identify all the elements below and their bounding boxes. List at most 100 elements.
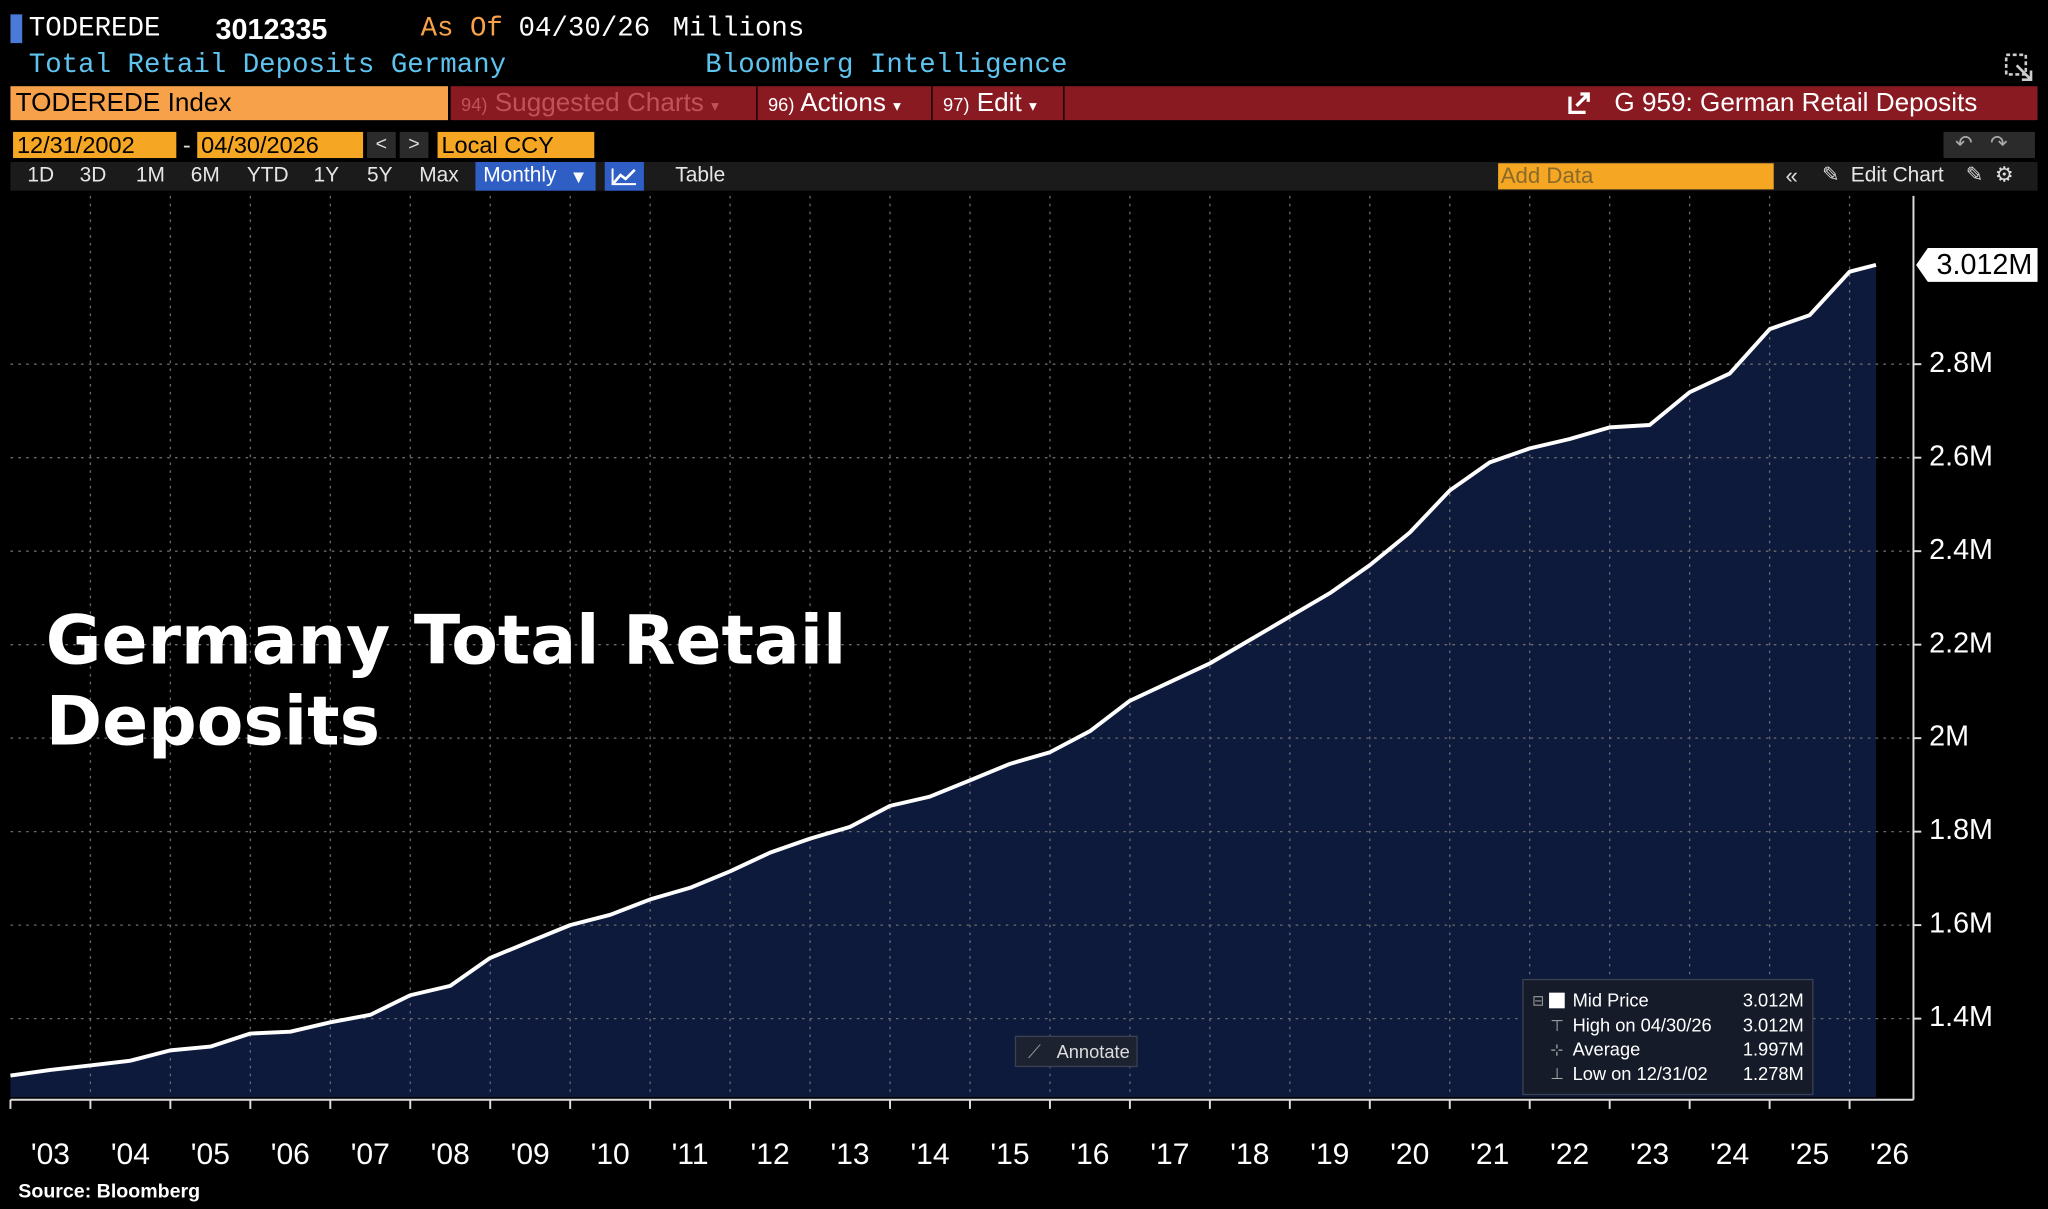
menu-bar (450, 86, 2038, 121)
legend-stat-value: 1.997M (1743, 1039, 1804, 1060)
legend-name: Mid Price (1573, 990, 1649, 1011)
chart-mode-icon[interactable] (604, 161, 644, 191)
frequency-arrow[interactable]: ▼ (569, 165, 588, 187)
period-button[interactable]: 5Y (367, 164, 393, 187)
period-button[interactable]: Max (419, 164, 459, 187)
settings-icons[interactable]: ✎ ⚙ (1965, 164, 2014, 187)
header-value: 3012335 (215, 13, 328, 46)
x-tick-label: '10 (591, 1138, 630, 1171)
y-tick-label: 2M (1929, 721, 1969, 753)
y-tick-label: 2.8M (1929, 347, 1993, 379)
frequency[interactable]: Monthly (483, 164, 557, 187)
last-value-box (1916, 247, 2038, 282)
line (10, 262, 1877, 1078)
popout-icon[interactable] (2004, 52, 2035, 83)
edit-chart[interactable]: Edit Chart (1850, 164, 1944, 187)
legend-value: 3.012M (1743, 990, 1804, 1011)
x-tick-label: '03 (31, 1138, 70, 1171)
x-tick-label: '04 (111, 1138, 150, 1171)
security-box[interactable] (10, 86, 448, 121)
table-button[interactable]: Table (675, 164, 726, 187)
x-tick-label: '23 (1630, 1138, 1669, 1171)
x-tick-label: '14 (910, 1138, 949, 1171)
x-tick-label: '16 (1070, 1138, 1109, 1171)
currency[interactable]: Local CCY (437, 131, 595, 159)
x-tick-label: '26 (1870, 1138, 1909, 1171)
link-icon[interactable] (1565, 89, 1594, 118)
menu-label: Actions (800, 88, 886, 118)
chart-link[interactable]: G 959: German Retail Deposits (1614, 88, 1978, 118)
date-dash: - (182, 131, 191, 159)
menu-suggested-charts[interactable]: 94) Suggested Charts ▾ (451, 86, 758, 121)
y-tick-label: 2.6M (1929, 440, 1993, 472)
x-tick-label: '19 (1310, 1138, 1349, 1171)
legend-icon: ⊟ (1532, 994, 1544, 1010)
prev-button[interactable]: < (367, 131, 396, 159)
start-date[interactable]: 12/31/2002 (13, 131, 177, 159)
edit-chart-icon[interactable]: ✎ (1822, 164, 1840, 187)
menu-code: 97) (943, 94, 970, 115)
ticker: TODEREDE (28, 14, 161, 45)
x-tick-label: '11 (672, 1138, 709, 1171)
legend-icon: ⊥ (1550, 1066, 1564, 1083)
end-date[interactable]: 04/30/2026 (197, 131, 364, 159)
y-tick-label: 1.8M (1929, 814, 1993, 846)
x-tick-label: '13 (830, 1138, 869, 1171)
menu-actions[interactable]: 96) Actions ▾ (758, 86, 933, 121)
period-button[interactable]: 1D (27, 164, 55, 187)
legend-stat-value: 3.012M (1743, 1014, 1804, 1035)
last-value-label: 3.012M (1937, 249, 2033, 281)
period-button[interactable]: 1M (135, 164, 165, 187)
x-tick-label: '17 (1150, 1138, 1189, 1171)
legend-stat-name: Low on 12/31/02 (1573, 1063, 1708, 1084)
menu-label: Edit (976, 88, 1022, 118)
x-tick-label: '09 (511, 1138, 550, 1171)
source: Source: Bloomberg (18, 1180, 201, 1203)
x-tick-label: '06 (271, 1138, 310, 1171)
undo-redo[interactable]: ↶ ↷ (1943, 131, 2035, 159)
x-tick-label: '22 (1550, 1138, 1589, 1171)
menu-code: 96) (767, 94, 795, 115)
as-of-label: As Of (420, 14, 503, 45)
frequency-box[interactable] (475, 161, 596, 191)
next-button[interactable]: > (399, 131, 429, 159)
x-tick-label: '20 (1390, 1138, 1429, 1171)
x-tick-label: '07 (351, 1138, 390, 1171)
x-tick-label: '08 (431, 1138, 470, 1171)
legend-box (1522, 978, 1814, 1096)
ticker-marker (10, 14, 23, 44)
period-button[interactable]: 1Y (313, 164, 340, 187)
legend-stat-name: Average (1573, 1039, 1641, 1060)
period-button[interactable]: YTD (246, 164, 289, 187)
y-tick-label: 1.4M (1929, 1001, 1993, 1033)
security[interactable]: TODEREDE Index (15, 88, 232, 118)
x-tick-label: '24 (1710, 1138, 1749, 1171)
legend-icon: ⊹ (1550, 1042, 1563, 1059)
annotate-label[interactable]: Annotate (1056, 1040, 1130, 1062)
add-data-box[interactable] (1498, 163, 1774, 190)
legend-stat-value: 1.278M (1743, 1063, 1804, 1084)
y-tick-label: 2.4M (1929, 534, 1993, 566)
annotate-button[interactable]: ⟋ Annotate (1014, 1035, 1138, 1068)
period-button[interactable]: 3D (79, 164, 107, 187)
x-tick-label: '21 (1470, 1138, 1509, 1171)
menu-label: Suggested Charts (494, 88, 704, 118)
x-tick-label: '18 (1230, 1138, 1269, 1171)
x-tick-label: '12 (751, 1138, 790, 1171)
menu-edit[interactable]: 97) Edit ▾ (933, 86, 1065, 121)
collapse-icon[interactable]: « (1785, 163, 1798, 189)
description: Total Retail Deposits Germany (28, 50, 507, 81)
x-tick-label: '15 (990, 1138, 1029, 1171)
period-button[interactable]: 6M (190, 164, 220, 187)
legend: ⊟ Mid Price 3.012M ⊤ High on 04/30/26 3.012M ⊹… (1522, 978, 1814, 1096)
y-tick-label: 1.6M (1929, 908, 1993, 940)
as-of-date: 04/30/26 (518, 14, 651, 45)
legend-icon: ⊤ (1550, 1018, 1564, 1035)
x-tick-label: '05 (191, 1138, 230, 1171)
units: Millions (672, 14, 805, 45)
legend-stat-name: High on 04/30/26 (1573, 1014, 1712, 1035)
add-data[interactable]: Add Data (1500, 163, 1594, 189)
menu-code: 94) (461, 94, 488, 115)
